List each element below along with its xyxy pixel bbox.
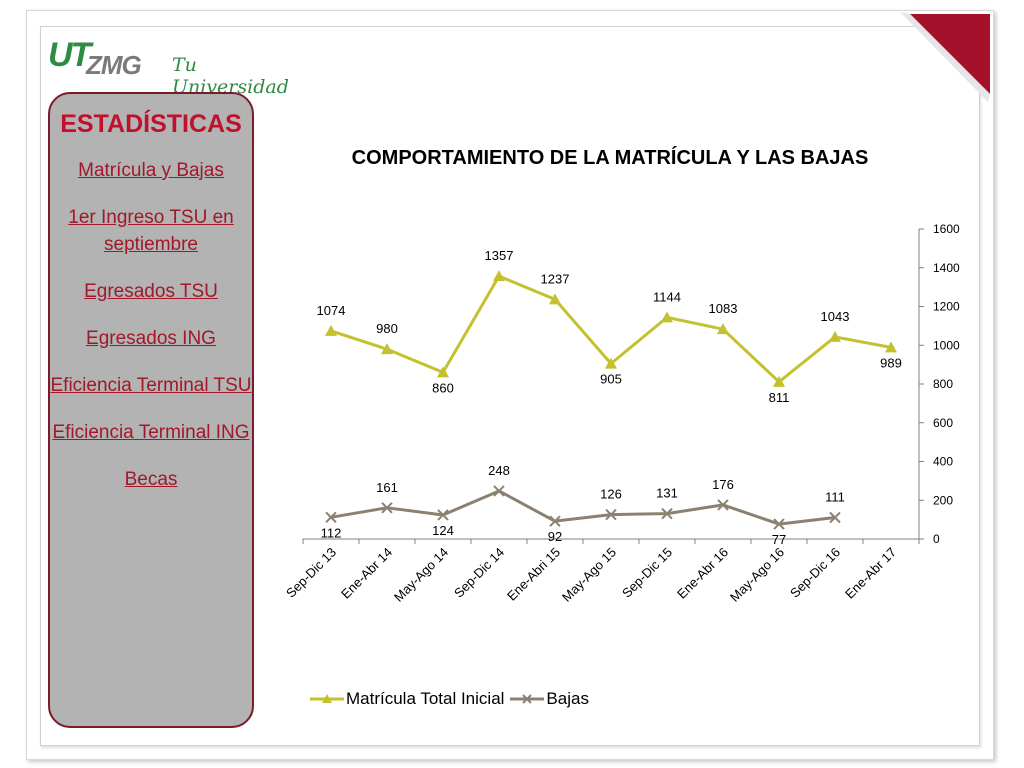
x-tick-label: May-Ago 15 (559, 545, 619, 605)
logo-zmg: ZMG (86, 50, 142, 80)
x-tick-label: Sep-Dic 14 (451, 545, 507, 601)
x-tick-label: Ene-Abri 15 (504, 545, 563, 604)
data-point-bajas (549, 515, 561, 527)
data-label-matricula: 1144 (653, 289, 681, 304)
data-label-bajas: 124 (432, 523, 454, 538)
statistics-nav-panel: ESTADÍSTICAS Matrícula y Bajas 1er Ingre… (48, 92, 254, 728)
y-tick-label: 1200 (933, 300, 960, 314)
y-tick-label: 1600 (933, 222, 960, 236)
x-tick-label: Sep-Dic 15 (619, 545, 675, 601)
y-tick-label: 800 (933, 377, 953, 391)
x-tick-label: Sep-Dic 16 (787, 545, 843, 601)
data-label-matricula: 1043 (821, 309, 850, 324)
data-label-bajas: 176 (712, 477, 734, 492)
legend-label-matricula: Matrícula Total Inicial (346, 689, 505, 708)
content-frame (40, 26, 980, 746)
data-point-matricula (381, 343, 393, 355)
legend-item-bajas: Bajas (510, 689, 589, 709)
y-tick-label: 400 (933, 455, 953, 469)
data-label-matricula: 1357 (485, 248, 514, 263)
legend-swatch-bajas (510, 694, 545, 704)
data-label-matricula: 980 (376, 321, 398, 336)
data-point-matricula (605, 357, 617, 369)
chart-legend: Matrícula Total Inicial Bajas (310, 686, 595, 712)
x-tick-label: Ene-Abr 16 (674, 545, 731, 602)
y-tick-label: 0 (933, 532, 940, 546)
data-label-bajas: 126 (600, 487, 622, 502)
data-point-bajas (773, 518, 785, 530)
data-label-bajas: 92 (548, 529, 562, 544)
data-point-bajas (493, 485, 505, 497)
legend-swatch-matricula (310, 694, 344, 703)
data-label-matricula: 989 (880, 355, 902, 370)
data-label-bajas: 161 (376, 480, 398, 495)
y-tick-label: 1000 (933, 338, 960, 352)
page-corner-fold (900, 12, 990, 102)
data-point-bajas (437, 509, 449, 521)
y-tick-label: 600 (933, 416, 953, 430)
data-point-bajas (661, 507, 673, 520)
chart-title: COMPORTAMIENTO DE LA MATRÍCULA Y LAS BAJ… (351, 147, 869, 169)
data-point-bajas (717, 499, 729, 511)
data-point-matricula (773, 375, 785, 387)
data-point-matricula (885, 341, 897, 353)
legend-label-bajas: Bajas (546, 689, 589, 708)
y-tick-label: 200 (933, 493, 953, 507)
data-point-matricula (661, 311, 673, 323)
data-point-bajas (381, 502, 393, 514)
data-point-matricula (325, 324, 337, 336)
x-tick-label: Ene-Abr 17 (842, 545, 899, 602)
data-point-matricula (437, 366, 449, 378)
data-point-matricula (717, 323, 729, 335)
nav-link-matricula-bajas[interactable]: Matrícula y Bajas (78, 160, 224, 181)
data-label-bajas: 111 (825, 489, 845, 504)
data-point-matricula (493, 270, 505, 282)
nav-link-egresados-tsu[interactable]: Egresados TSU (84, 281, 218, 302)
data-label-matricula: 860 (432, 380, 454, 395)
x-tick-label: May-Ago 16 (727, 545, 787, 605)
x-tick-label: Ene-Abr 14 (338, 545, 395, 602)
nav-list: Matrícula y Bajas 1er Ingreso TSU en sep… (50, 157, 252, 493)
data-label-matricula: 905 (600, 372, 622, 387)
data-point-bajas (605, 508, 617, 521)
legend-item-matricula: Matrícula Total Inicial (310, 689, 504, 709)
data-label-matricula: 1074 (317, 303, 346, 318)
nav-link-egresados-ing[interactable]: Egresados ING (86, 328, 216, 349)
data-point-matricula (829, 330, 841, 342)
nav-link-becas[interactable]: Becas (124, 469, 178, 490)
data-label-bajas: 248 (488, 463, 510, 478)
y-tick-label: 1400 (933, 261, 960, 275)
data-point-matricula (549, 293, 561, 305)
data-point-bajas (829, 511, 841, 524)
x-tick-label: May-Ago 14 (391, 545, 451, 605)
x-tick-label: Sep-Dic 13 (283, 545, 339, 601)
data-label-bajas: 77 (772, 532, 786, 547)
data-point-bajas (325, 511, 337, 524)
data-label-bajas: 131 (656, 486, 678, 501)
data-label-matricula: 811 (769, 390, 790, 405)
data-label-matricula: 1237 (541, 271, 570, 286)
nav-link-eficiencia-ing[interactable]: Eficiencia Terminal ING (52, 422, 250, 443)
data-label-bajas: 112 (321, 525, 342, 540)
logo-ut: UT (48, 36, 91, 74)
data-label-matricula: 1083 (709, 301, 738, 316)
series-line-bajas (330, 489, 836, 526)
nav-link-eficiencia-tsu[interactable]: Eficiencia Terminal TSU (50, 375, 252, 396)
nav-link-primer-ingreso[interactable]: 1er Ingreso TSU en septiembre (68, 207, 234, 255)
nav-title: ESTADÍSTICAS (60, 110, 242, 138)
